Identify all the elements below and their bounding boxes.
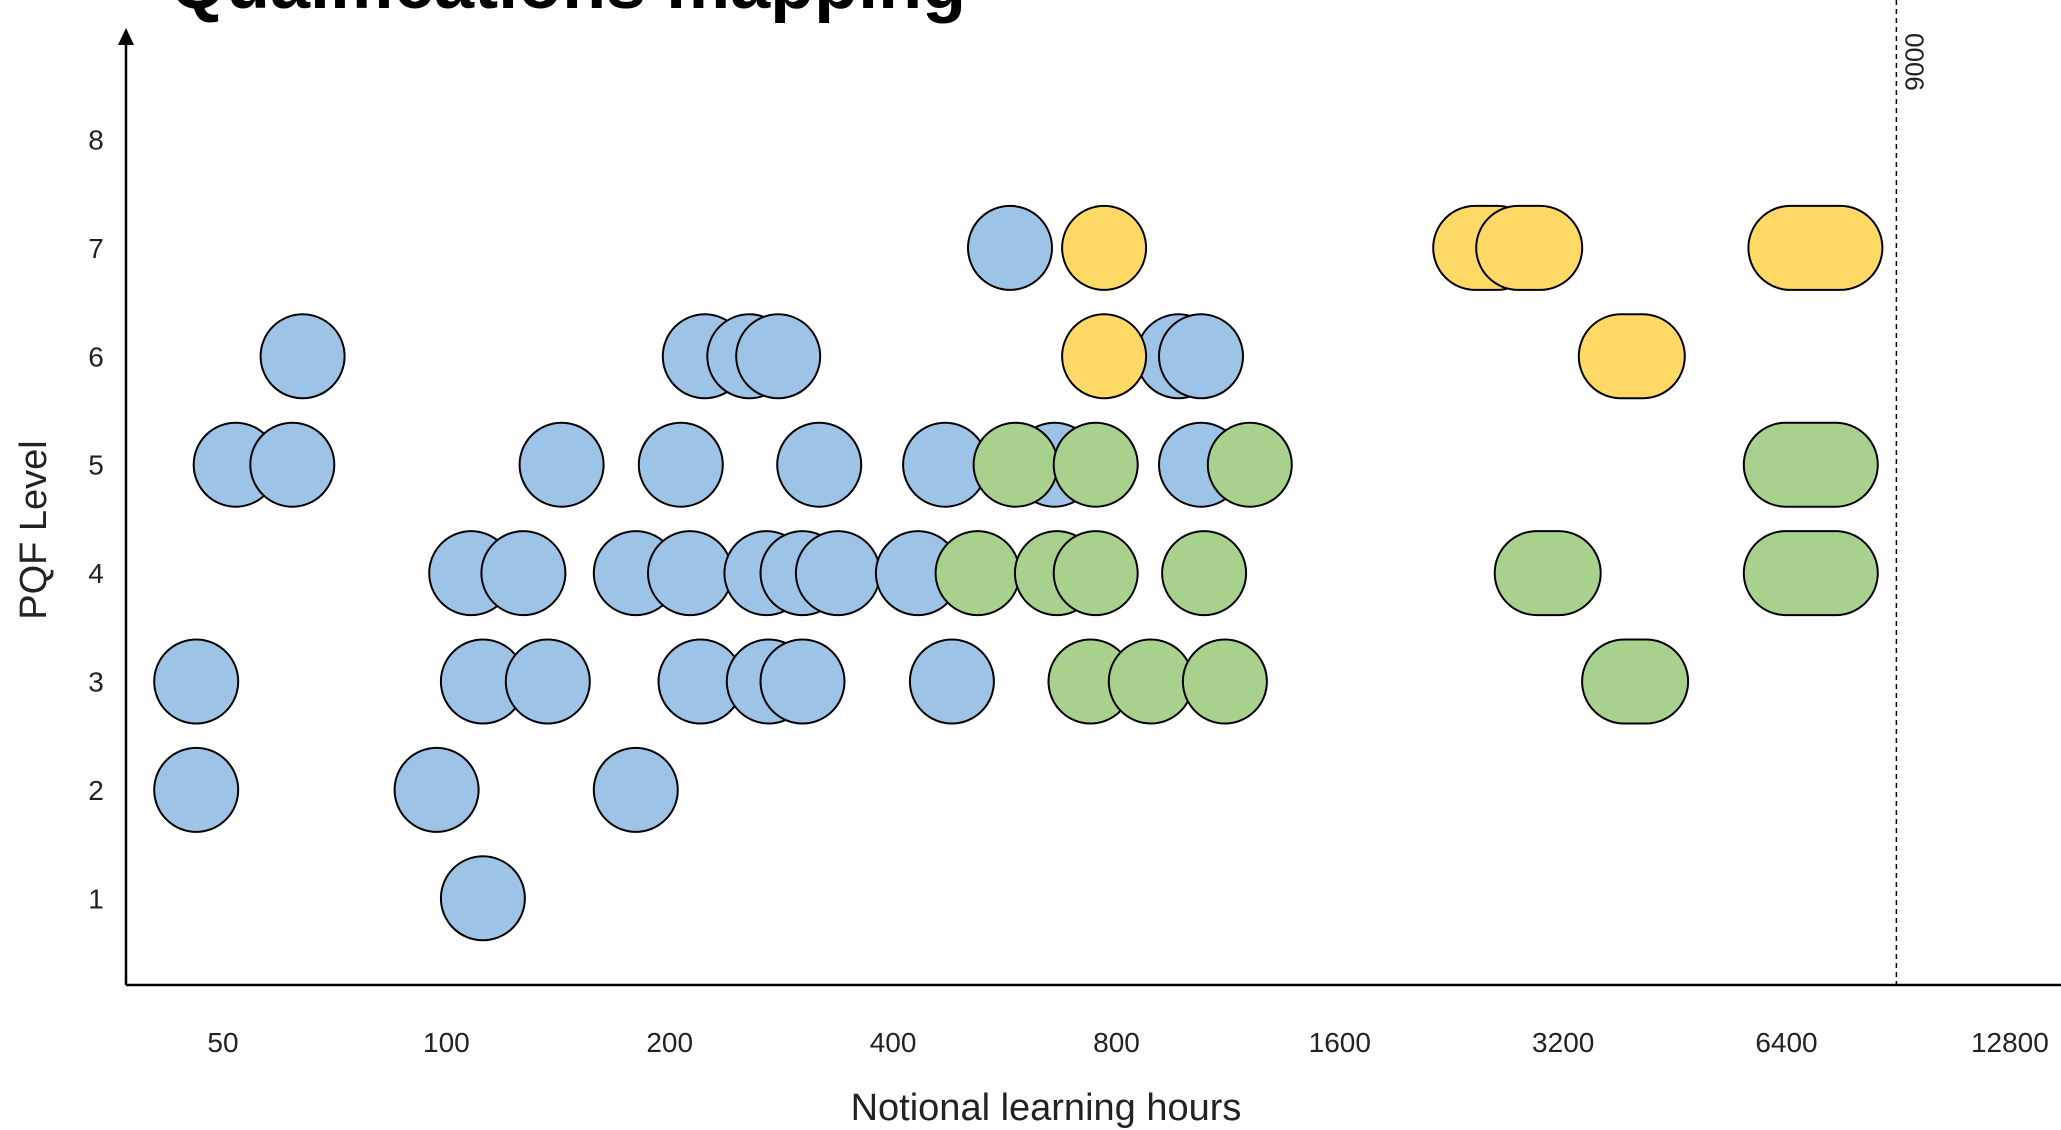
x-tick-label: 100: [423, 1027, 470, 1058]
data-point: [1475, 204, 1584, 291]
y-tick-label: 6: [88, 341, 104, 372]
chart-title: Qualifications mapping: [170, 0, 966, 24]
data-point: [1747, 204, 1884, 291]
reference-line-label: 9000: [1899, 33, 1929, 91]
data-point: [1493, 530, 1602, 617]
data-point: [647, 530, 733, 617]
y-tick-label: 7: [88, 233, 104, 264]
data-point: [934, 530, 1021, 617]
data-point: [1742, 421, 1879, 508]
y-tick-label: 8: [88, 125, 104, 156]
data-point: [1161, 530, 1248, 617]
data-point: [1052, 530, 1139, 617]
data-point: [972, 421, 1059, 508]
data-point: [259, 313, 346, 400]
data-point: [504, 638, 591, 725]
data-point: [1581, 638, 1690, 725]
data-point: [1577, 313, 1686, 400]
y-tick-label: 4: [88, 558, 104, 589]
x-tick-label: 6400: [1755, 1027, 1817, 1058]
data-point: [776, 421, 863, 508]
y-axis-arrow: [118, 28, 134, 45]
data-point: [1181, 638, 1268, 725]
x-tick-label: 50: [207, 1027, 238, 1058]
x-tick-label: 200: [646, 1027, 693, 1058]
y-tick-label: 1: [88, 883, 104, 914]
y-tick-label: 5: [88, 450, 104, 481]
x-axis-title: Notional learning hours: [851, 1087, 1242, 1129]
data-point: [592, 746, 679, 833]
data-point: [518, 421, 605, 508]
data-point: [759, 638, 846, 725]
data-point: [1107, 638, 1194, 725]
data-point: [480, 530, 567, 617]
data-point: [153, 638, 240, 725]
y-axis-title: PQF Level: [13, 440, 55, 620]
x-tick-label: 800: [1093, 1027, 1140, 1058]
data-point: [1061, 204, 1148, 291]
data-point: [1158, 313, 1244, 400]
y-tick-label: 2: [88, 775, 104, 806]
x-tick-label: 12800: [1971, 1027, 2049, 1058]
data-point: [153, 746, 240, 833]
data-point: [967, 204, 1053, 291]
x-tick-label: 3200: [1532, 1027, 1594, 1058]
data-point: [1742, 530, 1879, 617]
data-point: [249, 421, 336, 508]
y-tick-label: 3: [88, 667, 104, 698]
data-point: [439, 855, 526, 942]
x-tick-label: 1600: [1309, 1027, 1371, 1058]
x-tick-label: 400: [870, 1027, 917, 1058]
data-point: [794, 530, 881, 617]
data-point: [637, 421, 724, 508]
data-point: [908, 638, 995, 725]
data-point: [1061, 313, 1148, 400]
data-point: [735, 313, 822, 400]
data-point: [393, 746, 480, 833]
data-point: [1052, 421, 1139, 508]
data-point: [1206, 421, 1293, 508]
